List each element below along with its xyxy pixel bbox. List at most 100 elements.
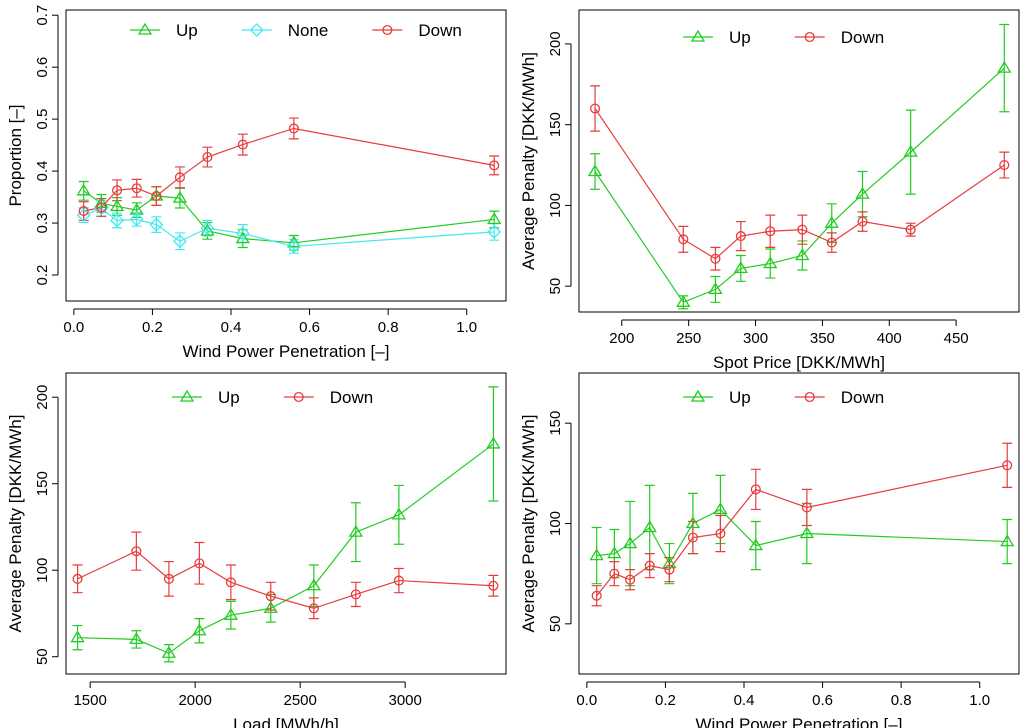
point-down bbox=[151, 190, 162, 202]
legend-label-down: Down bbox=[418, 21, 461, 40]
point-none bbox=[487, 224, 502, 239]
y-tick-label: 0.5 bbox=[34, 109, 51, 130]
error-bar-down bbox=[163, 560, 174, 597]
x-tick-label: 200 bbox=[609, 330, 634, 347]
error-bar-up bbox=[393, 484, 404, 545]
x-tick-label: 0.4 bbox=[734, 692, 755, 709]
point-up bbox=[763, 256, 778, 269]
error-bar-none bbox=[112, 212, 123, 229]
legend-marker-down bbox=[804, 391, 815, 403]
legend-label-down: Down bbox=[841, 388, 884, 407]
error-bar-down bbox=[609, 561, 620, 587]
x-tick-label: 0.8 bbox=[891, 692, 912, 709]
series-line-down bbox=[594, 108, 1005, 260]
series-line-down bbox=[77, 550, 494, 609]
y-axis-label: Average Penalty [DKK/MWh] bbox=[519, 415, 538, 633]
point-down bbox=[112, 185, 123, 196]
point-up bbox=[607, 546, 622, 559]
legend: Up Down bbox=[172, 388, 373, 407]
x-tick-label: 2000 bbox=[178, 692, 211, 709]
panel-top-right: 200 250 300 350 400 450 50 100 150 200 Spot Pric… bbox=[519, 9, 1020, 372]
point-up bbox=[129, 632, 144, 645]
error-bar-down bbox=[644, 553, 655, 579]
error-bar-down bbox=[350, 581, 361, 608]
point-up bbox=[662, 556, 677, 569]
legend-marker-up bbox=[179, 389, 195, 402]
point-none bbox=[200, 221, 215, 236]
plot-frame bbox=[65, 372, 507, 675]
point-down bbox=[488, 580, 499, 591]
point-down bbox=[715, 528, 726, 539]
x-tick-label: 0.4 bbox=[221, 319, 242, 336]
series-line-up bbox=[83, 190, 495, 244]
y-axis-label: Proportion [–] bbox=[6, 104, 25, 206]
point-down bbox=[78, 206, 89, 217]
point-up bbox=[589, 548, 604, 561]
error-bar-down bbox=[1002, 442, 1013, 488]
point-down bbox=[96, 202, 107, 213]
error-bar-down bbox=[225, 564, 236, 601]
error-bar-down bbox=[489, 155, 500, 176]
error-bar-down bbox=[710, 246, 721, 271]
legend-marker-up bbox=[690, 29, 706, 42]
point-down bbox=[735, 231, 746, 242]
legend-marker-down bbox=[382, 24, 393, 36]
point-up bbox=[109, 199, 125, 212]
y-tick-label: 0.2 bbox=[34, 265, 51, 286]
y-tick-label: 100 bbox=[34, 558, 51, 583]
point-up bbox=[263, 601, 278, 613]
error-bar-down bbox=[72, 564, 83, 594]
y-tick-label: 0.3 bbox=[34, 213, 51, 234]
x-axis-label: Wind Power Penetration [–] bbox=[696, 715, 903, 728]
error-bar-down bbox=[202, 146, 213, 168]
x-tick-label: 1.0 bbox=[969, 692, 990, 709]
point-up bbox=[855, 186, 870, 199]
point-down bbox=[765, 226, 776, 237]
error-bar-up bbox=[488, 386, 499, 502]
point-up bbox=[172, 190, 188, 203]
error-bar-up bbox=[591, 526, 602, 585]
point-down bbox=[1002, 460, 1013, 471]
y-tick-label: 50 bbox=[34, 648, 51, 665]
error-bar-down bbox=[174, 166, 185, 189]
x-tick-label: 250 bbox=[676, 330, 701, 347]
error-bar-down bbox=[393, 567, 404, 594]
error-bar-up bbox=[225, 600, 236, 630]
point-up bbox=[235, 231, 250, 244]
point-up bbox=[685, 516, 701, 529]
x-tick-label: 0.0 bbox=[576, 692, 597, 709]
point-down bbox=[489, 160, 500, 171]
error-bar-down bbox=[857, 211, 868, 232]
error-bar-down bbox=[194, 541, 205, 585]
point-down bbox=[678, 234, 689, 245]
point-down bbox=[308, 603, 319, 614]
error-bar-down bbox=[288, 117, 299, 140]
x-tick-label: 0.6 bbox=[812, 692, 833, 709]
error-bar-down bbox=[715, 514, 726, 553]
point-down bbox=[288, 123, 299, 134]
series-line-down bbox=[596, 464, 1008, 597]
point-down bbox=[350, 589, 361, 600]
point-down bbox=[174, 172, 185, 183]
point-down bbox=[857, 216, 868, 227]
x-tick-label: 0.2 bbox=[655, 692, 676, 709]
series-line-up bbox=[77, 443, 494, 654]
point-down bbox=[131, 183, 142, 194]
x-tick-label: 0.0 bbox=[63, 319, 84, 336]
point-up bbox=[1000, 534, 1015, 547]
error-bar-up bbox=[765, 248, 776, 279]
y-tick-label: 100 bbox=[547, 511, 564, 536]
series-line-down bbox=[83, 127, 495, 212]
x-tick-label: 2500 bbox=[283, 692, 316, 709]
error-bar-down bbox=[678, 225, 689, 253]
legend: Up Down bbox=[683, 28, 884, 47]
point-none bbox=[149, 217, 164, 232]
point-up bbox=[76, 183, 91, 196]
error-bar-down bbox=[999, 151, 1010, 179]
x-axis-label: Load [MWh/h] bbox=[233, 715, 339, 728]
error-bar-down bbox=[801, 488, 812, 527]
legend-marker-up bbox=[137, 22, 153, 35]
y-tick-label: 100 bbox=[547, 193, 564, 218]
plot-frame bbox=[578, 372, 1020, 675]
